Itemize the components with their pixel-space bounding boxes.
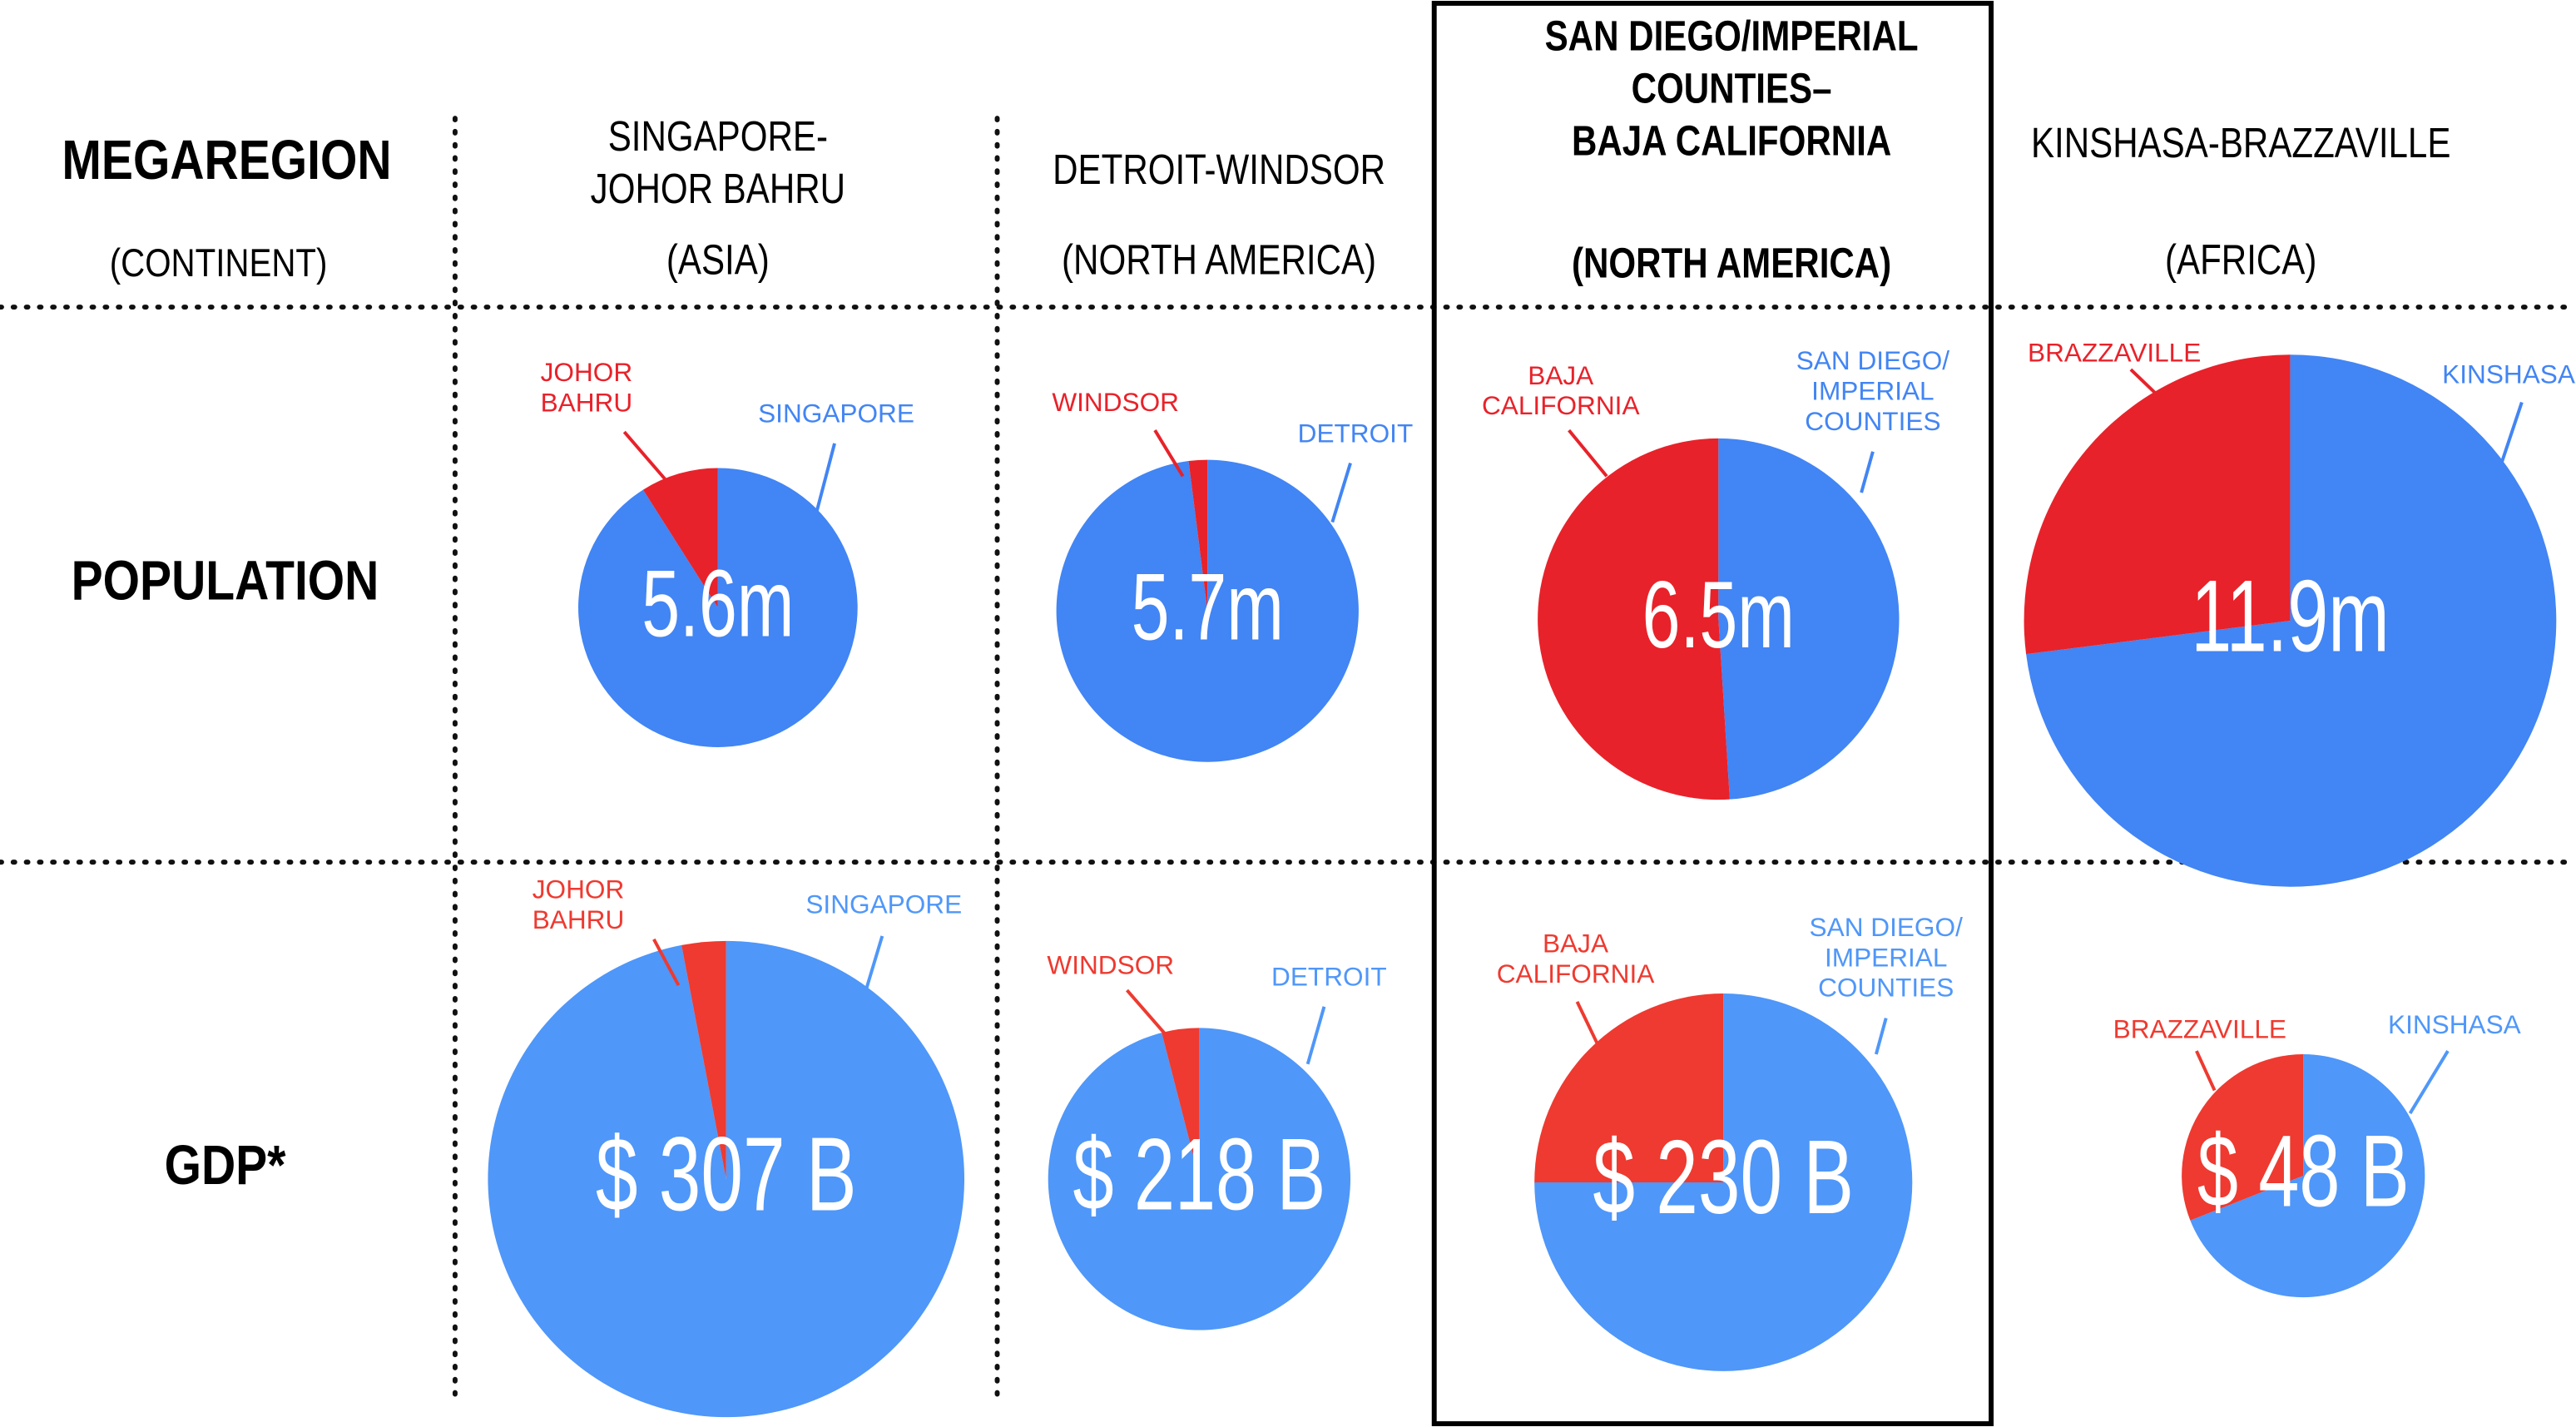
leader-line xyxy=(1330,462,1352,523)
slice-label: BAJA CALIFORNIA xyxy=(1497,929,1655,988)
leader-line xyxy=(2195,1050,2217,1092)
pie-slice xyxy=(2190,1054,2425,1298)
center-label: 6.5m xyxy=(1642,562,1795,668)
center-label: $ 230 B xyxy=(1593,1119,1854,1236)
column-continent: (NORTH AMERICA) xyxy=(1572,239,1891,286)
slice-label: BRAZZAVILLE xyxy=(2113,1014,2286,1044)
leader-line xyxy=(1568,429,1608,478)
pie-slice xyxy=(1188,459,1208,612)
leader-line xyxy=(815,443,836,513)
pie-slice xyxy=(1056,459,1359,762)
column-name: SINGAPORE-JOHOR BAHRU xyxy=(591,112,845,212)
column-name: DETROIT-WINDSOR xyxy=(1053,146,1385,193)
slice-label: DETROIT xyxy=(1271,962,1387,992)
leader-line xyxy=(2129,368,2175,412)
pie-slice xyxy=(1534,993,1724,1182)
row-label: GDP* xyxy=(165,1135,287,1197)
pie-slice xyxy=(1162,1028,1200,1179)
slice-label: JOHOR BAHRU xyxy=(533,875,625,934)
pie-slice xyxy=(1538,438,1730,800)
highlight-box xyxy=(1431,0,1994,1427)
pie-slice xyxy=(578,468,858,747)
center-label: $ 48 B xyxy=(2197,1113,2410,1228)
column-name: KINSHASA-BRAZZAVILLE xyxy=(2031,119,2450,166)
leader-line xyxy=(622,430,667,481)
leader-line xyxy=(1874,1018,1888,1055)
header-title: MEGAREGION xyxy=(62,130,391,191)
pie-slice xyxy=(2182,1054,2304,1221)
center-label: 5.7m xyxy=(1132,554,1284,660)
slice-label: BAJA CALIFORNIA xyxy=(1482,360,1640,420)
center-label: $ 218 B xyxy=(1073,1117,1325,1231)
pie-slice xyxy=(681,940,726,1179)
slice-label: WINDSOR xyxy=(1052,387,1179,417)
leader-line xyxy=(2495,401,2524,477)
slice-label: BRAZZAVILLE xyxy=(2028,338,2201,368)
slice-label: SAN DIEGO/IMPERIAL COUNTIES xyxy=(1796,345,1950,436)
leader-line xyxy=(1575,1001,1598,1044)
leader-line xyxy=(1860,451,1875,493)
pie-slice xyxy=(642,468,718,608)
slice-label: DETROIT xyxy=(1298,418,1414,448)
leader-line xyxy=(1305,1006,1326,1065)
slice-label: JOHOR BAHRU xyxy=(541,357,633,417)
leader-line xyxy=(860,935,884,1003)
pie-slice xyxy=(2024,354,2291,655)
center-label: 11.9m xyxy=(2191,558,2389,673)
leader-line xyxy=(1126,988,1173,1043)
center-label: 5.6m xyxy=(642,551,794,657)
column-continent: (NORTH AMERICA) xyxy=(1062,235,1376,283)
row-label: POPULATION xyxy=(72,550,379,612)
leader-line xyxy=(2408,1050,2450,1115)
header-subtitle: (CONTINENT) xyxy=(110,241,328,285)
leader-line xyxy=(1153,429,1185,478)
slice-label: SAN DIEGO/IMPERIAL COUNTIES xyxy=(1810,912,1964,1003)
slice-label: WINDSOR xyxy=(1047,950,1174,980)
pie-slice xyxy=(488,940,965,1418)
center-label: $ 307 B xyxy=(596,1116,857,1233)
pie-slice xyxy=(2026,354,2557,887)
pie-slice xyxy=(1718,438,1900,800)
column-continent: (ASIA) xyxy=(666,235,770,283)
pie-slice xyxy=(1048,1028,1351,1330)
slice-label: SINGAPORE xyxy=(758,399,914,429)
slice-label: KINSHASA xyxy=(2442,359,2575,389)
column-continent: (AFRICA) xyxy=(2165,235,2316,283)
leader-line xyxy=(652,938,681,987)
slice-label: KINSHASA xyxy=(2388,1009,2521,1039)
column-name: SAN DIEGO/IMPERIAL COUNTIES– BAJA CALIFORN… xyxy=(1545,12,1919,165)
slice-label: SINGAPORE xyxy=(805,889,962,919)
